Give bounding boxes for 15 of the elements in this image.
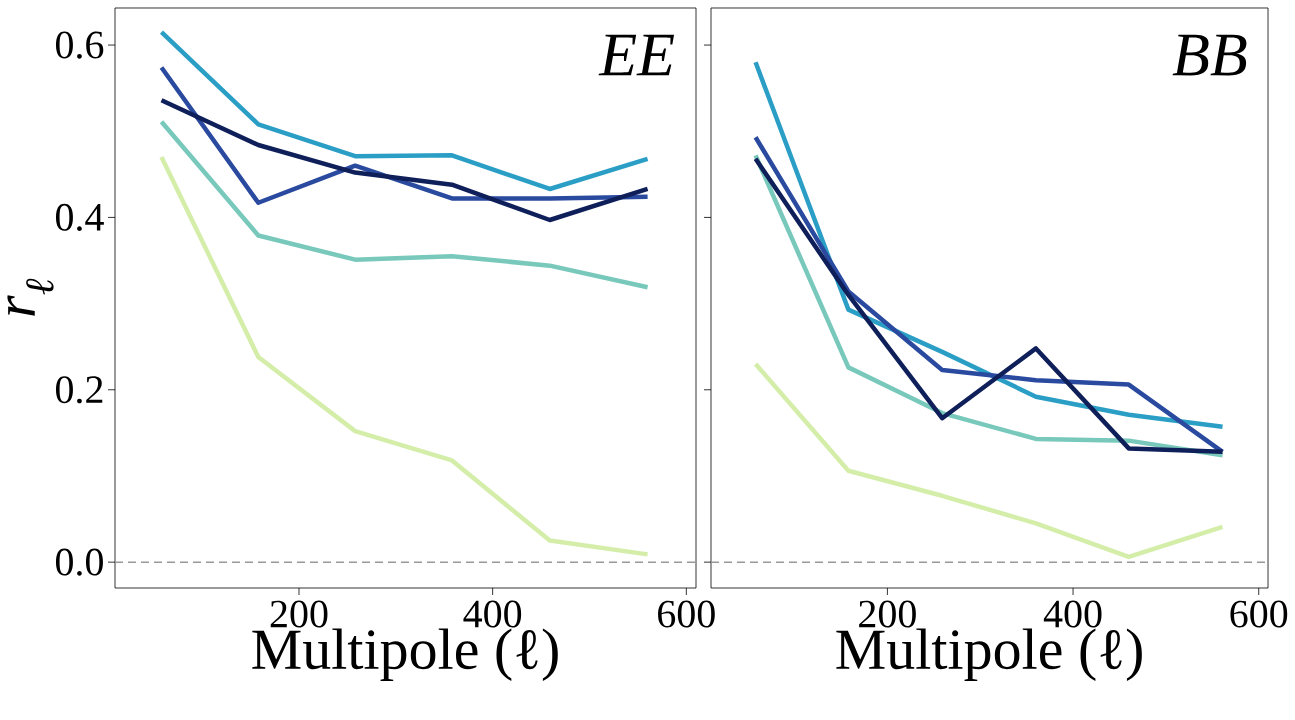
annotation: BB (1172, 34, 1247, 76)
y-tick-label: 0.6 (55, 31, 104, 59)
x-tick-label: 600 (658, 600, 715, 628)
annotation: EE (598, 34, 675, 76)
x-tick-label: 400 (463, 600, 522, 628)
y-tick-label: 0.2 (55, 376, 103, 404)
x-tick-label: 600 (1230, 600, 1288, 628)
y-tick-label: 0.4 (55, 203, 104, 231)
x-tick-label: 200 (859, 600, 916, 628)
x-tick-label: 400 (1043, 600, 1102, 628)
x-tick-label: 200 (270, 600, 328, 628)
x-axis-title: Multipole (ℓ) (836, 628, 1142, 681)
y-axis-title: r$_{ℓ}$ (7, 278, 54, 316)
y-tick-label: 0.0 (55, 548, 103, 576)
x-axis-title: Multipole (ℓ) (252, 628, 558, 681)
